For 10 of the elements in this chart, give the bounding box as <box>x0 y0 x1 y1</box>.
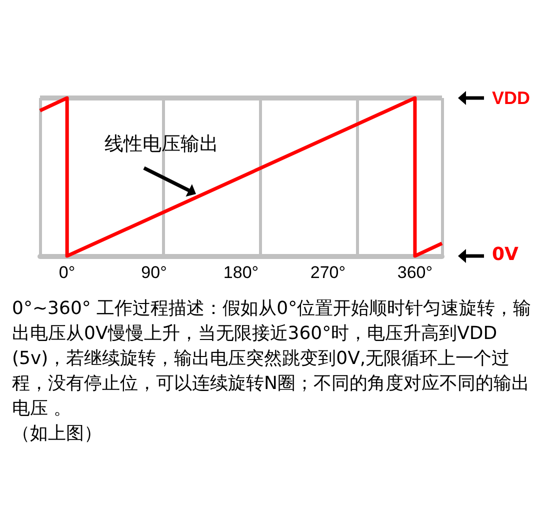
text: 0V <box>492 244 518 265</box>
x-tick-label: 360° <box>397 263 433 282</box>
ref-line-label: VDD <box>492 88 530 108</box>
annotation: 线性电压输出 <box>104 132 218 157</box>
x-tick-label: 180° <box>223 263 259 282</box>
text: 0°~360° 工作过程描述：假如从0°位置开始顺时针匀速旋转，输出电压从0V慢慢上升，当无限接近360°时，电压升高到VDD (5v)，若继续旋转，输出电压突然跳变到0V,无限循环上一个过程，没有停止位，可以连续旋转N圈；不同的角度对应不同的输出电压 。 <box>12 298 532 419</box>
x-tick-label: 270° <box>310 263 346 282</box>
x-tick-label: 90° <box>141 263 167 282</box>
text: （如上图） <box>12 422 103 446</box>
x-tick-label: 0° <box>58 263 76 282</box>
